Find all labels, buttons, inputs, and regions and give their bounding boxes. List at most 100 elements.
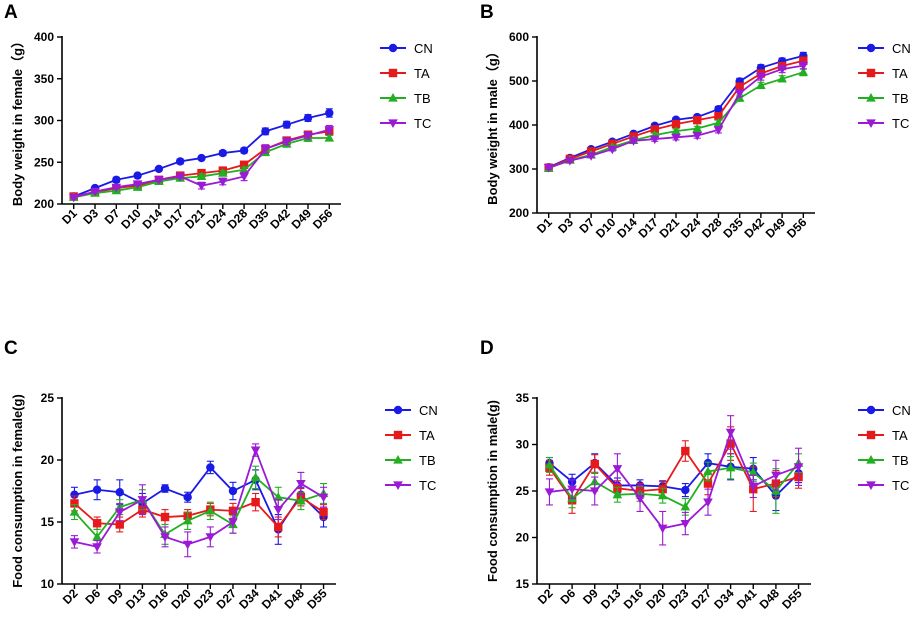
x-tick-label: D28: [699, 215, 725, 241]
data-point: [319, 507, 328, 517]
y-axis-title: Body weight in female（g）: [10, 35, 25, 206]
data-point: [680, 501, 691, 511]
data-point: [175, 172, 186, 182]
x-tick-label: D9: [105, 586, 126, 607]
data-point: [628, 137, 639, 146]
x-tick-label: D28: [225, 206, 251, 232]
legend-label: TC: [414, 116, 431, 131]
legend-marker: [866, 68, 876, 78]
data-point: [160, 533, 170, 542]
legend-marker: [866, 43, 876, 53]
data-point: [205, 533, 216, 542]
data-point: [692, 123, 703, 133]
data-point: [260, 145, 271, 154]
legend-label: CN: [892, 41, 911, 56]
x-tick-label: D10: [118, 206, 144, 232]
x-tick-label: D35: [246, 206, 272, 232]
x-tick-label: D24: [203, 206, 229, 232]
legend-label: TB: [419, 453, 436, 468]
data-point: [90, 187, 100, 197]
data-point: [703, 466, 713, 476]
data-point: [239, 146, 249, 155]
data-point: [228, 486, 238, 496]
x-tick-label: D56: [784, 215, 810, 241]
data-point: [182, 515, 193, 525]
y-tick-label: 20: [516, 531, 530, 545]
legend-label: TC: [419, 478, 436, 493]
data-point: [799, 56, 808, 65]
y-tick-label: 300: [34, 114, 54, 128]
x-tick-label: D16: [146, 586, 172, 612]
x-tick-label: D49: [289, 206, 315, 232]
legend-marker: [866, 455, 876, 464]
data-point: [196, 171, 207, 181]
data-point: [544, 488, 555, 497]
data-point: [137, 496, 148, 505]
data-point: [671, 126, 681, 135]
legend-marker: [393, 481, 403, 490]
data-point: [590, 459, 599, 469]
data-point: [303, 131, 313, 141]
data-point: [282, 120, 291, 129]
data-point: [714, 104, 723, 114]
y-tick-label: 400: [509, 118, 529, 132]
data-point: [114, 508, 125, 518]
x-tick-label: D42: [267, 206, 293, 232]
x-tick-label: D34: [711, 586, 737, 612]
y-tick-label: 350: [34, 72, 54, 86]
y-tick-label: 300: [509, 162, 529, 176]
data-point: [182, 540, 193, 550]
data-point: [92, 519, 102, 528]
x-tick-label: D21: [182, 206, 208, 232]
data-point: [635, 494, 645, 504]
data-point: [612, 465, 623, 474]
data-point: [725, 462, 736, 472]
x-tick-label: D21: [657, 215, 683, 241]
series-tb: [68, 133, 335, 201]
data-point: [70, 490, 79, 499]
data-point: [544, 459, 555, 469]
panel-letter: C: [4, 338, 18, 359]
series-tb: [69, 465, 329, 545]
data-point: [239, 172, 249, 182]
data-point: [274, 522, 283, 532]
data-point: [69, 507, 80, 516]
data-point: [657, 490, 668, 500]
legend-label: TC: [892, 116, 909, 131]
data-point: [671, 119, 681, 129]
y-tick-label: 35: [516, 391, 530, 405]
data-point: [650, 125, 659, 134]
data-point: [756, 80, 766, 89]
data-point: [543, 164, 554, 173]
legend-label: CN: [414, 41, 433, 56]
data-point: [160, 512, 170, 522]
data-point: [70, 499, 79, 508]
y-axis-title: Food consumption in male(g): [485, 400, 500, 582]
data-point: [111, 183, 122, 193]
x-tick-label: D56: [310, 206, 336, 232]
legend-marker: [866, 481, 876, 490]
x-tick-label: D20: [643, 586, 669, 612]
data-point: [183, 493, 192, 502]
legend-marker: [388, 119, 398, 128]
x-tick-label: D16: [621, 586, 647, 612]
data-point: [693, 115, 702, 125]
data-point: [777, 73, 787, 83]
x-tick-label: D35: [720, 215, 746, 241]
data-point: [132, 180, 143, 189]
legend-marker: [866, 430, 876, 440]
data-point: [261, 127, 270, 136]
data-point: [657, 524, 668, 534]
x-tick-label: D49: [763, 215, 789, 241]
data-point: [217, 168, 228, 177]
x-tick-label: D13: [598, 586, 624, 612]
x-tick-label: D41: [259, 586, 285, 612]
data-point: [735, 82, 744, 91]
panel-letter: A: [4, 2, 18, 23]
x-tick-label: D1: [59, 206, 80, 227]
data-point: [228, 518, 238, 527]
legend-marker: [388, 43, 398, 53]
data-point: [92, 531, 102, 541]
